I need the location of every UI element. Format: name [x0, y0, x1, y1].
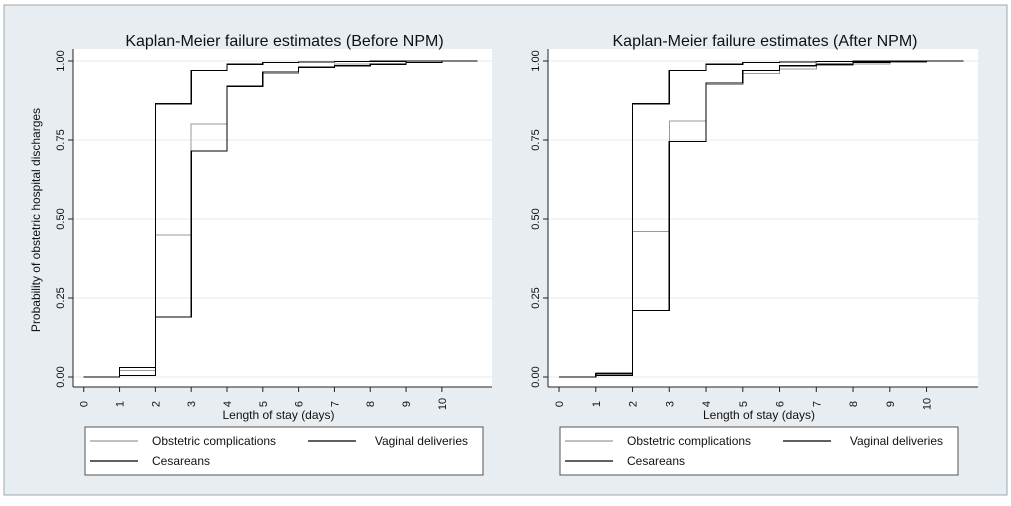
- legend: Obstetric complications Vaginal deliverie…: [84, 426, 484, 476]
- plot-area: [548, 49, 978, 387]
- legend-label: Vaginal deliveries: [375, 434, 468, 448]
- chart-panel-2: Kaplan-Meier failure estimates (After NP…: [507, 18, 989, 490]
- x-tick-label: 5: [258, 401, 270, 407]
- x-tick-label: 6: [775, 401, 787, 407]
- x-tick-label: 8: [848, 401, 860, 407]
- series-line-3: [559, 60, 964, 378]
- legend-box: [559, 426, 959, 476]
- y-tick-label: 0.00: [530, 366, 542, 387]
- x-tick-label: 2: [628, 401, 640, 407]
- y-tick-label: 0.75: [55, 129, 67, 150]
- x-tick-label: 3: [186, 401, 198, 407]
- x-tick-label: 10: [922, 398, 934, 410]
- x-axis-label: Length of stay (days): [703, 408, 815, 422]
- chart-title: Kaplan-Meier failure estimates (After NP…: [613, 33, 918, 50]
- legend-label: Obstetric complications: [152, 434, 276, 448]
- x-tick-label: 7: [811, 401, 823, 407]
- chart-panel-1: Kaplan-Meier failure estimates (Before N…: [18, 18, 501, 490]
- x-tick-label: 0: [554, 401, 566, 407]
- legend-label: Vaginal deliveries: [850, 434, 943, 448]
- x-axis-label: Length of stay (days): [222, 408, 334, 422]
- y-tick-label: 1.00: [530, 50, 542, 71]
- plot-area: [73, 49, 492, 387]
- x-tick-label: 2: [150, 401, 162, 407]
- x-tick-label: 8: [365, 401, 377, 407]
- series-line-2: [559, 60, 964, 378]
- y-tick-label: 0.25: [55, 287, 67, 308]
- x-tick-label: 6: [294, 401, 306, 407]
- series-line-3: [83, 60, 478, 378]
- x-tick-label: 9: [885, 401, 897, 407]
- x-tick-label: 0: [79, 401, 91, 407]
- legend-label: Cesareans: [152, 454, 210, 468]
- x-tick-label: 10: [437, 398, 449, 410]
- x-tick-label: 9: [401, 401, 413, 407]
- legend-label: Obstetric complications: [627, 434, 751, 448]
- x-tick-label: 4: [222, 401, 234, 407]
- legend-box: [84, 426, 484, 476]
- y-tick-label: 0.50: [55, 208, 67, 229]
- y-tick-label: 0.25: [530, 287, 542, 308]
- chart-title: Kaplan-Meier failure estimates (Before N…: [125, 33, 443, 50]
- y-tick-label: 1.00: [55, 50, 67, 71]
- x-tick-label: 5: [738, 401, 750, 407]
- y-tick-label: 0.50: [530, 208, 542, 229]
- y-axis-label: Probability of obstetric hospital discha…: [29, 108, 43, 332]
- y-tick-label: 0.75: [530, 129, 542, 150]
- x-tick-label: 7: [329, 401, 341, 407]
- series-line-2: [83, 60, 478, 378]
- x-tick-label: 4: [701, 401, 713, 407]
- x-tick-label: 1: [591, 401, 603, 407]
- x-tick-label: 3: [664, 401, 676, 407]
- x-tick-label: 1: [115, 401, 127, 407]
- legend-label: Cesareans: [627, 454, 685, 468]
- y-tick-label: 0.00: [55, 366, 67, 387]
- legend: Obstetric complications Vaginal deliverie…: [559, 426, 959, 476]
